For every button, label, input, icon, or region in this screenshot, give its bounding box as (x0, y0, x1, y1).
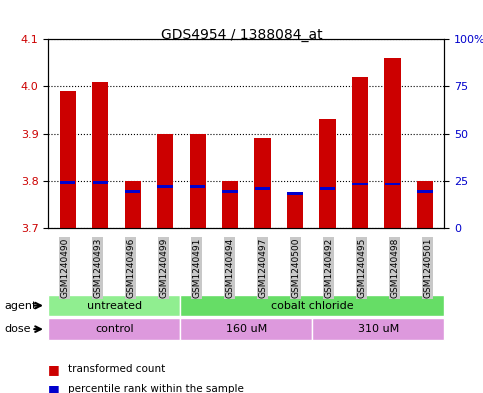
Bar (255, 138, 270, 228)
Bar (189, 134, 206, 228)
Text: control: control (95, 324, 134, 334)
Text: GSM1240498: GSM1240498 (390, 238, 399, 298)
Bar (157, 185, 173, 188)
Text: percentile rank within the sample: percentile rank within the sample (68, 384, 243, 393)
Bar (319, 119, 336, 228)
Bar (352, 77, 368, 228)
Bar (125, 190, 141, 193)
Bar (190, 185, 205, 188)
Text: GSM1240501: GSM1240501 (424, 238, 432, 298)
Text: GSM1240493: GSM1240493 (93, 238, 102, 298)
Bar (92, 82, 108, 228)
Text: GSM1240500: GSM1240500 (291, 238, 300, 298)
Text: GSM1240496: GSM1240496 (127, 238, 135, 298)
Bar (320, 187, 335, 190)
Bar (287, 195, 303, 228)
Text: agent: agent (5, 301, 37, 310)
Bar (255, 187, 270, 190)
Text: GSM1240494: GSM1240494 (226, 238, 234, 298)
Text: dose: dose (5, 324, 31, 334)
Text: 160 uM: 160 uM (226, 324, 267, 334)
Text: GSM1240491: GSM1240491 (192, 238, 201, 298)
Text: GSM1240490: GSM1240490 (60, 238, 69, 298)
Bar (222, 190, 238, 193)
Bar (60, 91, 76, 228)
Bar (384, 58, 400, 228)
Bar (352, 183, 368, 185)
Text: GSM1240499: GSM1240499 (159, 238, 168, 298)
Text: ■: ■ (48, 363, 60, 376)
Bar (60, 181, 75, 184)
Bar (157, 134, 173, 228)
Bar (287, 192, 303, 195)
Bar (222, 181, 238, 228)
Text: transformed count: transformed count (68, 364, 165, 375)
Text: GSM1240495: GSM1240495 (357, 238, 366, 298)
Text: GSM1240497: GSM1240497 (258, 238, 267, 298)
Text: 310 uM: 310 uM (358, 324, 399, 334)
Text: ■: ■ (48, 382, 60, 393)
Bar (417, 190, 433, 193)
Text: untreated: untreated (87, 301, 142, 310)
Bar (93, 181, 108, 184)
Text: GDS4954 / 1388084_at: GDS4954 / 1388084_at (161, 28, 322, 42)
Bar (125, 181, 141, 228)
Bar (384, 183, 400, 185)
Text: cobalt chloride: cobalt chloride (271, 301, 354, 310)
Bar (417, 181, 433, 228)
Text: GSM1240492: GSM1240492 (325, 238, 333, 298)
